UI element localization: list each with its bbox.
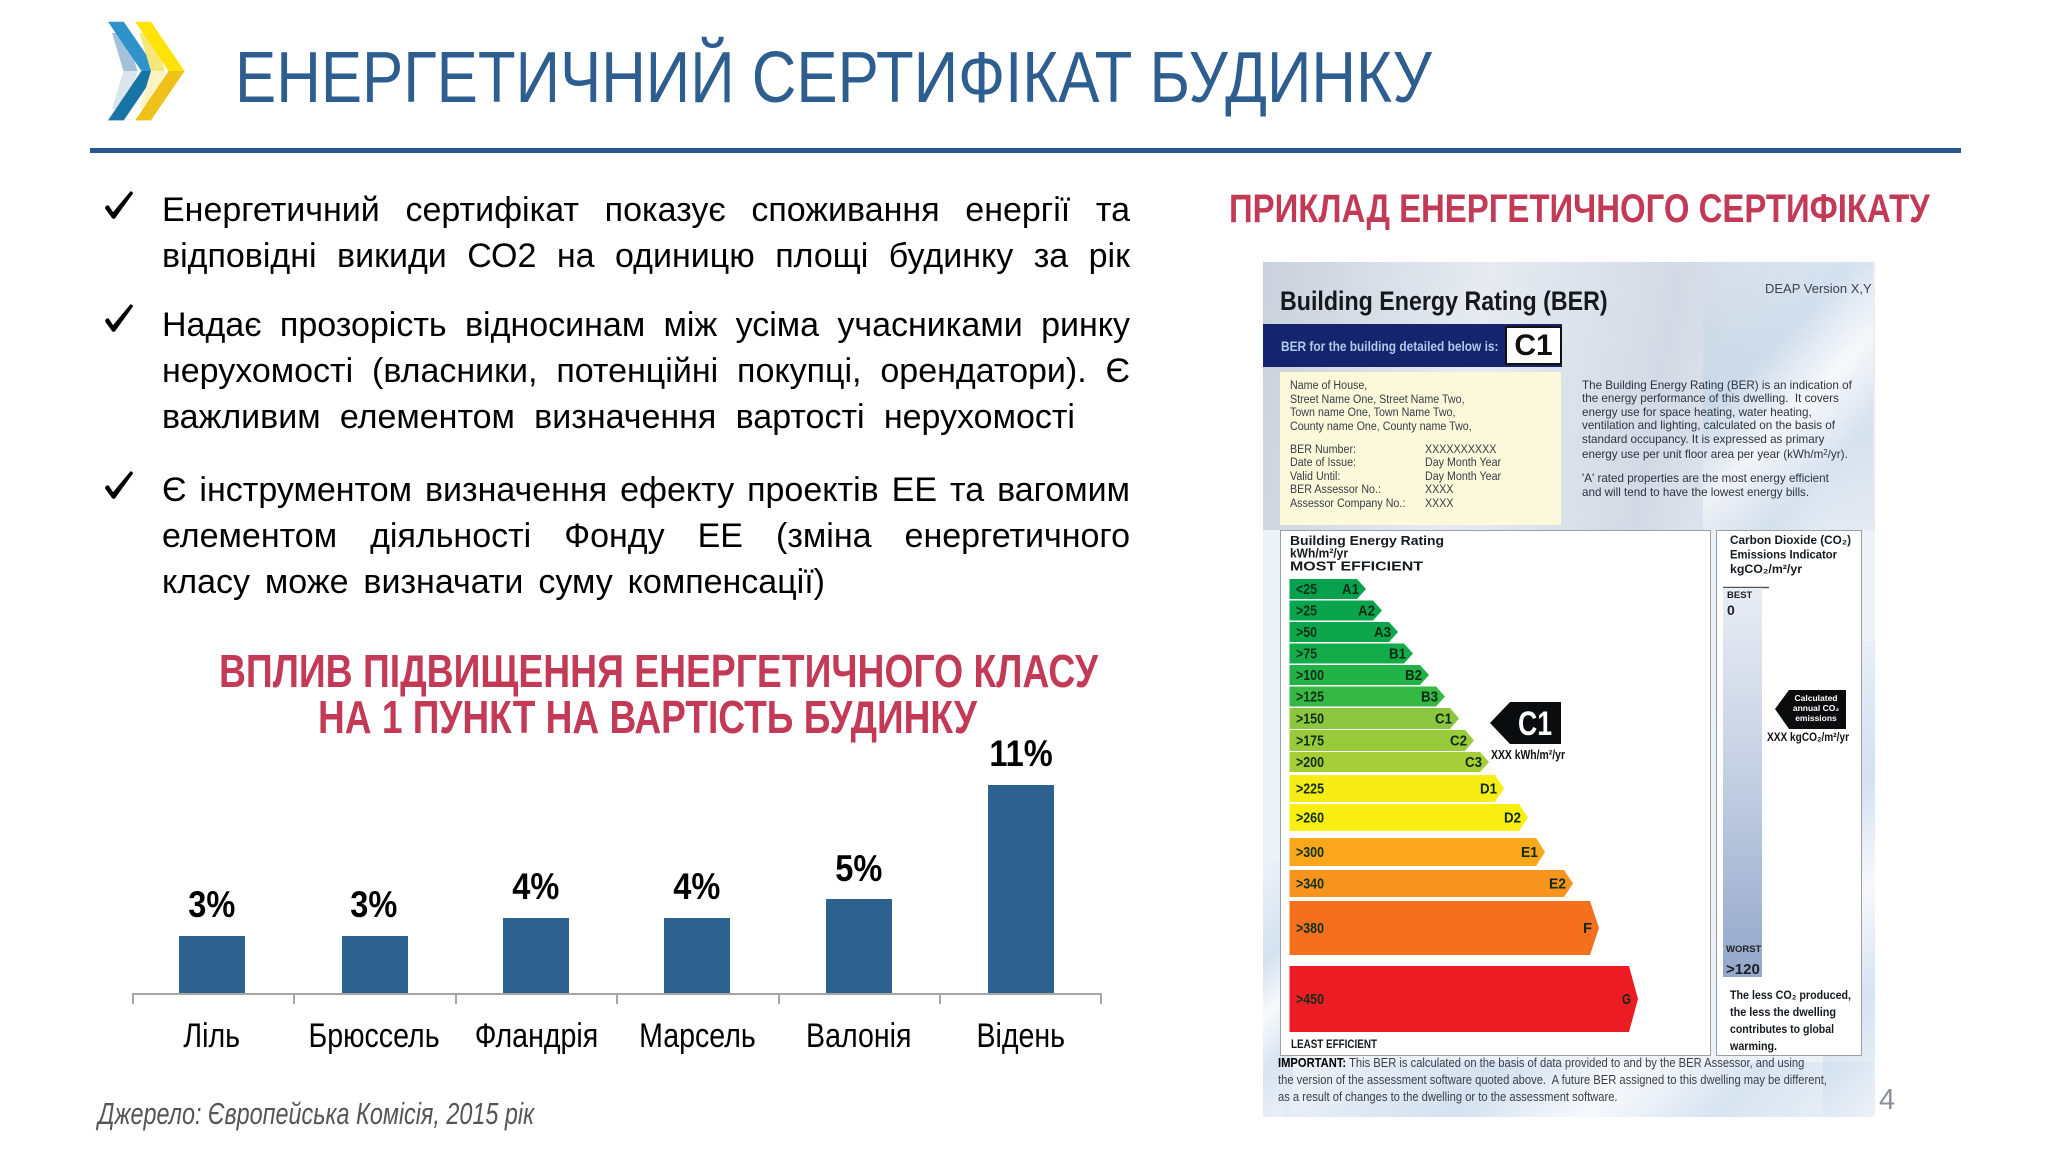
- svg-text:C2: C2: [1450, 733, 1467, 749]
- svg-text:XXX kWh/m²/yr: XXX kWh/m²/yr: [1491, 748, 1565, 762]
- svg-text:>125: >125: [1296, 689, 1324, 705]
- svg-text:B3: B3: [1421, 689, 1438, 705]
- svg-text:>25: >25: [1296, 603, 1317, 619]
- svg-text:contributes to global: contributes to global: [1730, 1022, 1834, 1036]
- svg-text:>200: >200: [1296, 755, 1324, 771]
- svg-text:>340: >340: [1296, 876, 1324, 892]
- svg-text:WORST: WORST: [1726, 944, 1762, 955]
- svg-text:>225: >225: [1296, 781, 1324, 797]
- svg-text:C1: C1: [1435, 711, 1452, 727]
- svg-text:A1: A1: [1342, 582, 1359, 598]
- svg-text:>260: >260: [1296, 810, 1324, 826]
- svg-text:C1: C1: [1518, 705, 1552, 743]
- svg-text:kWh/m²/yr: kWh/m²/yr: [1290, 546, 1348, 561]
- svg-text:F: F: [1583, 921, 1592, 937]
- svg-text:E2: E2: [1549, 876, 1566, 892]
- svg-text:LEAST EFFICIENT: LEAST EFFICIENT: [1291, 1039, 1377, 1051]
- svg-text:>120: >120: [1726, 961, 1760, 978]
- svg-text:Carbon Dioxide (CO₂): Carbon Dioxide (CO₂): [1730, 533, 1851, 547]
- svg-text:emissions: emissions: [1795, 713, 1837, 723]
- svg-text:>50: >50: [1296, 625, 1317, 641]
- svg-text:annual CO₂: annual CO₂: [1793, 703, 1840, 713]
- svg-text:>300: >300: [1296, 845, 1324, 861]
- svg-text:0: 0: [1727, 602, 1735, 618]
- svg-text:Calculated: Calculated: [1795, 693, 1838, 703]
- svg-text:Emissions Indicator: Emissions Indicator: [1730, 548, 1837, 562]
- svg-text:>75: >75: [1296, 646, 1317, 662]
- svg-text:kgCO₂/m²/yr: kgCO₂/m²/yr: [1730, 562, 1802, 576]
- svg-text:C3: C3: [1465, 755, 1482, 771]
- svg-text:MOST EFFICIENT: MOST EFFICIENT: [1290, 559, 1423, 574]
- svg-text:the less the dwelling: the less the dwelling: [1730, 1005, 1836, 1019]
- svg-text:>100: >100: [1296, 668, 1324, 684]
- svg-text:B1: B1: [1389, 646, 1406, 662]
- svg-text:B2: B2: [1405, 668, 1422, 684]
- svg-text:>150: >150: [1296, 711, 1324, 727]
- svg-text:>380: >380: [1296, 921, 1324, 937]
- svg-text:G: G: [1622, 992, 1631, 1008]
- svg-text:A3: A3: [1374, 625, 1391, 641]
- svg-text:A2: A2: [1358, 603, 1375, 619]
- svg-text:The less CO₂ produced,: The less CO₂ produced,: [1730, 988, 1851, 1002]
- svg-text:>450: >450: [1296, 992, 1324, 1008]
- svg-text:D2: D2: [1504, 810, 1521, 826]
- svg-text:E1: E1: [1521, 845, 1538, 861]
- svg-text:<25: <25: [1296, 582, 1317, 598]
- svg-text:>175: >175: [1296, 733, 1324, 749]
- svg-text:XXX kgCO₂/m²/yr: XXX kgCO₂/m²/yr: [1767, 730, 1849, 744]
- svg-text:Building Energy Rating: Building Energy Rating: [1290, 533, 1444, 548]
- svg-text:D1: D1: [1480, 781, 1497, 797]
- svg-text:BEST: BEST: [1727, 590, 1753, 601]
- svg-text:warming.: warming.: [1729, 1039, 1777, 1053]
